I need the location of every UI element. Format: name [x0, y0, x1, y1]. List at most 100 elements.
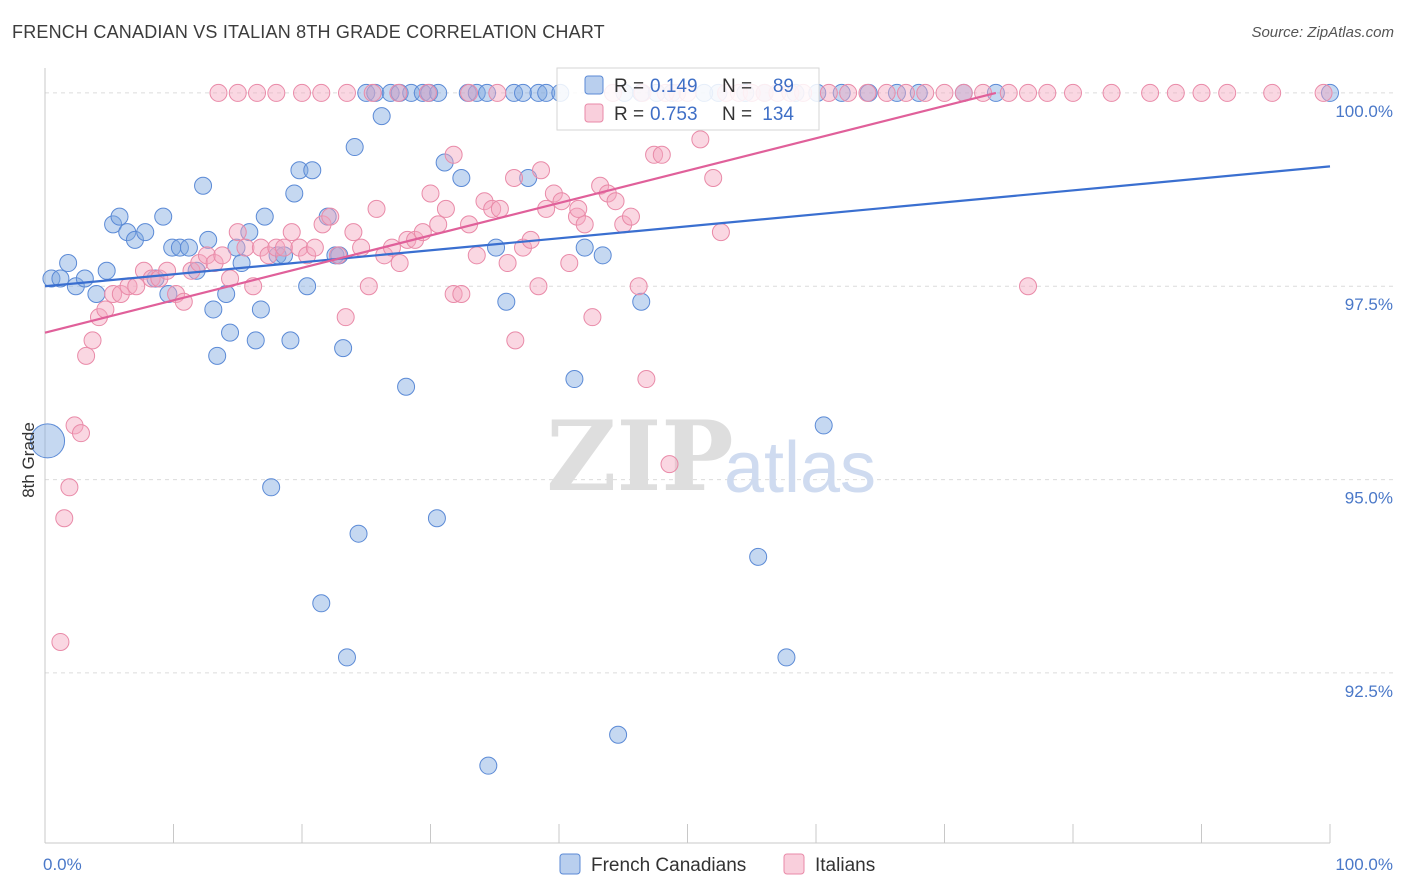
french-canadian-point	[221, 323, 240, 342]
french-canadian-point	[312, 594, 331, 613]
french-canadian-point	[349, 524, 368, 543]
italian-point	[336, 308, 355, 327]
french-canadian-point	[467, 83, 486, 102]
french-canadian-point	[179, 238, 198, 257]
italian-point	[142, 269, 161, 288]
french-canadian-point	[478, 83, 497, 102]
italian-point	[213, 246, 232, 265]
italian-point	[421, 184, 440, 203]
italian-point	[236, 238, 255, 257]
french-canadian-point	[427, 509, 446, 528]
italian-point	[65, 416, 84, 435]
italian-point	[490, 199, 509, 218]
french-canadian-point	[75, 269, 94, 288]
french-canadian-point	[30, 423, 66, 459]
italian-point	[877, 83, 896, 102]
italian-point	[704, 168, 723, 187]
italian-point	[228, 223, 247, 242]
italian-point	[498, 254, 517, 273]
italian-point	[1141, 83, 1160, 102]
italian-point	[506, 331, 525, 350]
french-canadian-point	[487, 238, 506, 257]
italian-point	[475, 192, 494, 211]
italian-point	[389, 83, 408, 102]
italian-point	[591, 176, 610, 195]
italian-point	[583, 308, 602, 327]
french-canadian-point	[125, 230, 144, 249]
legend-n-value: 89	[773, 76, 794, 97]
data-points	[30, 83, 1339, 775]
italian-point	[429, 215, 448, 234]
italian-point	[460, 83, 479, 102]
french-canadian-point	[413, 83, 432, 102]
italian-point	[444, 284, 463, 303]
french-canadian-trend-line	[44, 165, 1331, 288]
italian-point	[1192, 83, 1211, 102]
italian-point	[104, 284, 123, 303]
french-canadian-point	[290, 161, 309, 180]
x-tick-labels: 0.0% 100.0%	[43, 855, 1393, 874]
italian-point	[290, 238, 309, 257]
french-canadian-point	[337, 648, 356, 667]
italian-point	[259, 246, 278, 265]
italian-point	[569, 199, 588, 218]
italian-point	[248, 83, 267, 102]
italian-point	[858, 83, 877, 102]
french-canadian-point	[1321, 83, 1339, 102]
italian-point	[363, 83, 382, 102]
french-canadian-point	[529, 83, 548, 102]
french-canadian-point	[749, 547, 768, 566]
italian-point	[127, 277, 146, 296]
french-canadian-point	[136, 223, 155, 242]
italian-point	[529, 277, 548, 296]
italian-point	[452, 284, 471, 303]
italian-point	[505, 168, 524, 187]
french-canadian-point	[199, 230, 218, 249]
french-canadian-point	[537, 83, 556, 102]
french-canadian-point	[194, 176, 213, 195]
italian-point	[337, 83, 356, 102]
italian-point	[197, 246, 216, 265]
legend-r-label: R =	[614, 104, 644, 125]
italian-point	[691, 130, 710, 149]
italian-point	[560, 254, 579, 273]
italian-point	[111, 284, 130, 303]
legend-r-label: R =	[614, 76, 644, 97]
french-canadian-point	[217, 284, 236, 303]
french-canadian-point	[609, 725, 628, 744]
legend-n-label: N =	[722, 104, 752, 125]
italian-point	[935, 83, 954, 102]
italian-point	[267, 238, 286, 257]
italian-point	[267, 83, 286, 102]
italian-point	[1314, 83, 1333, 102]
italian-point	[60, 478, 79, 497]
french-canadian-point	[208, 346, 227, 365]
italian-point	[1038, 83, 1057, 102]
italian-point	[444, 145, 463, 164]
french-canadian-point	[97, 261, 116, 280]
italian-point	[71, 424, 90, 443]
watermark-atlas: atlas	[724, 428, 876, 508]
italian-point	[839, 83, 858, 102]
italian-point	[711, 223, 730, 242]
y-tick-labels: 100.0% 97.5% 95.0% 92.5%	[1335, 102, 1393, 701]
italian-point	[483, 199, 502, 218]
legend-bottom: French Canadians Italians	[559, 853, 875, 876]
french-canadian-point	[397, 377, 416, 396]
bottom-legend-swatch-1	[783, 853, 805, 875]
italian-point	[251, 238, 270, 257]
french-canadian-point	[909, 83, 928, 102]
y-tick-label: 100.0%	[1335, 102, 1393, 121]
y-tick-label: 95.0%	[1345, 489, 1393, 508]
chart-title: FRENCH CANADIAN VS ITALIAN 8TH GRADE COR…	[12, 22, 605, 42]
french-canadian-point	[255, 207, 274, 226]
french-canadian-point	[565, 370, 584, 389]
italian-point	[1019, 277, 1038, 296]
french-canadian-point	[814, 416, 833, 435]
italian-point	[1263, 83, 1282, 102]
italian-point	[1166, 83, 1185, 102]
italian-point	[629, 277, 648, 296]
french-canadian-point	[345, 138, 364, 157]
italian-point	[228, 83, 247, 102]
italian-point	[652, 145, 671, 164]
